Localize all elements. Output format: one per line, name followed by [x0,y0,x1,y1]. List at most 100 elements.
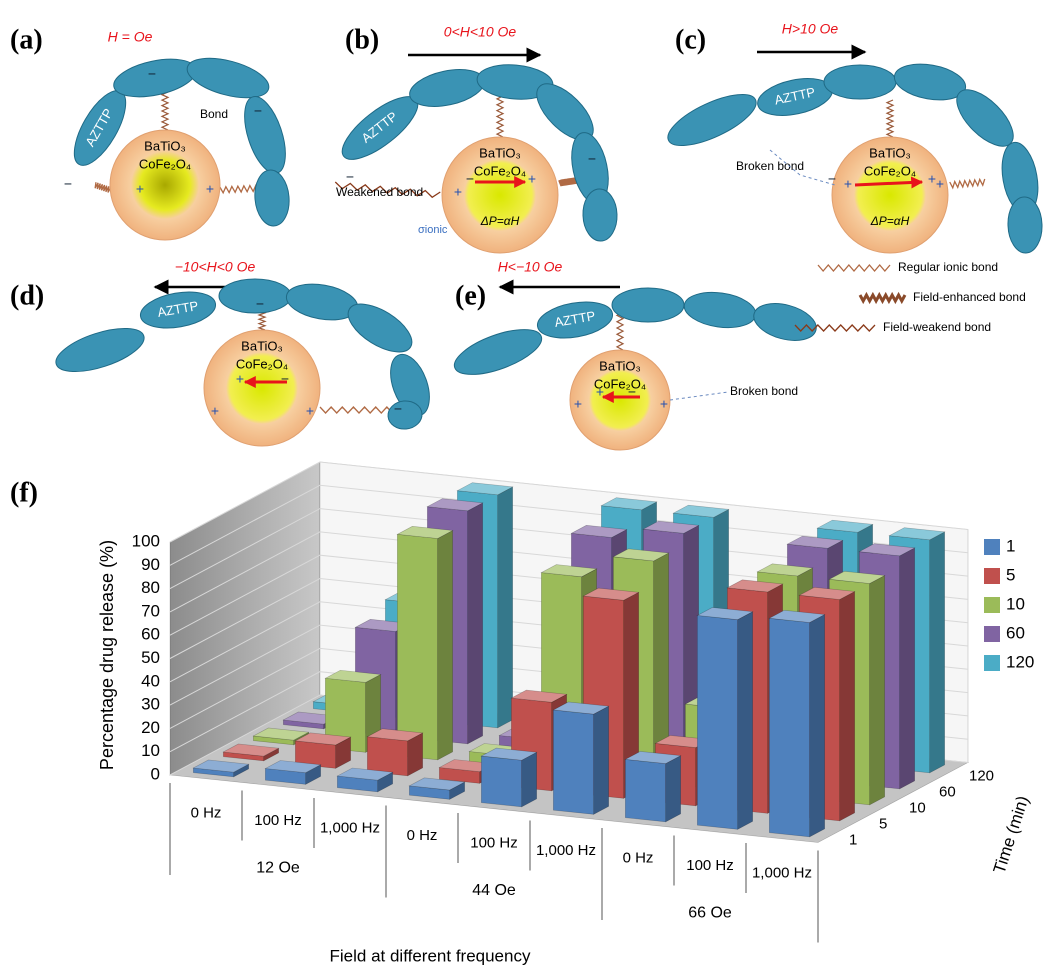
y-tick-label: 60 [141,625,160,644]
charge: + [211,403,219,419]
bar-top [612,548,670,562]
group-label: 12 Oe [256,859,300,876]
bar-side [737,611,753,830]
field-label: 0<H<10 Oe [444,24,517,40]
y-tick-label: 100 [132,531,160,550]
note: Bond [200,107,228,121]
core-label: CoFe₂O₄ [474,163,526,178]
bond [334,181,441,199]
bond-legend-label: Field-weakend bond [883,320,991,334]
bar [192,759,250,778]
z-tick-label: 1 [849,831,857,848]
x-tick-label: 1,000 Hz [752,865,812,882]
core-label: BaTiO₃ [144,138,186,153]
polarization-label: ΔP=αH [480,214,520,228]
group-label: 66 Oe [688,904,732,921]
bond-legend-label: Regular ionic bond [898,260,998,274]
x-tick-label: 100 Hz [254,812,302,829]
bar-side [839,591,855,822]
bond [949,177,986,190]
bar-top [756,563,814,577]
charge: + [660,396,668,412]
broken-bond [769,149,836,186]
y-tick-label: 80 [141,578,160,597]
polarization-label: ΔP=αH [870,214,910,228]
bar-top [336,767,394,781]
bar-side [593,705,609,815]
x-tick-label: 0 Hz [623,850,654,867]
polymer-segment [254,169,290,227]
bar-top [480,747,538,761]
core-label: CoFe₂O₄ [864,163,916,178]
charge: − [148,66,156,82]
charge: + [306,403,314,419]
core-label: BaTiO₃ [869,145,911,160]
field-label: −10<H<0 Oe [175,259,256,275]
grid-line [169,484,969,566]
charge: − [466,171,474,187]
bar [624,751,682,823]
polymer-label: AZTTP [553,308,596,330]
bar-top [264,760,322,774]
z-tick-label: 10 [909,799,926,816]
bond [794,324,876,332]
bar-side [869,575,885,806]
charge: + [596,384,604,400]
charge: − [628,384,636,400]
field-label: H<−10 Oe [498,259,563,275]
core-label: BaTiO₃ [241,338,283,353]
bar-top [786,535,844,549]
polymer-segment [55,327,145,373]
charge: + [206,181,214,197]
polymer-segment [582,188,618,242]
bar-top [672,504,730,518]
core-label: CoFe₂O₄ [236,356,288,371]
bar-top [624,751,682,764]
bar-top [252,727,310,741]
field-label: H = Oe [108,29,153,45]
bar-top [696,607,754,620]
polymer-segment [893,63,967,101]
grid-line [169,508,969,590]
bar-top [798,586,856,600]
bar [552,701,610,815]
bar-top [582,587,640,601]
polymer-segment [244,96,286,174]
bar [396,525,454,761]
legend-label: 5 [1006,565,1015,584]
bar-top [456,482,514,496]
bar-side [521,751,537,808]
charge: + [136,181,144,197]
polymer-segment [823,64,897,100]
nanoparticle [203,329,321,447]
bar-top [540,564,598,578]
bar-top [858,543,916,557]
bond-legend-label: Field-enhanced bond [913,290,1026,304]
charge: − [281,371,289,387]
z-tick-label: 120 [969,767,994,784]
z-tick-label: 5 [879,815,887,832]
bar-side [467,502,483,745]
bar-front [553,709,594,815]
polymer-segment [611,287,685,323]
bar [768,609,826,838]
polymer-segment [536,301,614,339]
bar [696,607,754,830]
bar-top [570,524,628,538]
bond [495,95,505,138]
polymer-segment [347,303,413,353]
bar-top [366,728,424,742]
field-label: H>10 Oe [782,21,839,37]
bond [94,182,112,193]
bar-top [192,759,250,773]
bar-top [222,743,280,757]
group-label: 44 Oe [472,882,516,899]
charge: − [828,171,836,187]
z-axis-label: Time (min) [990,793,1033,876]
bar [366,728,424,777]
bar-top [726,579,784,593]
bar [408,777,466,800]
bar [294,732,352,769]
grid-line [169,461,969,543]
